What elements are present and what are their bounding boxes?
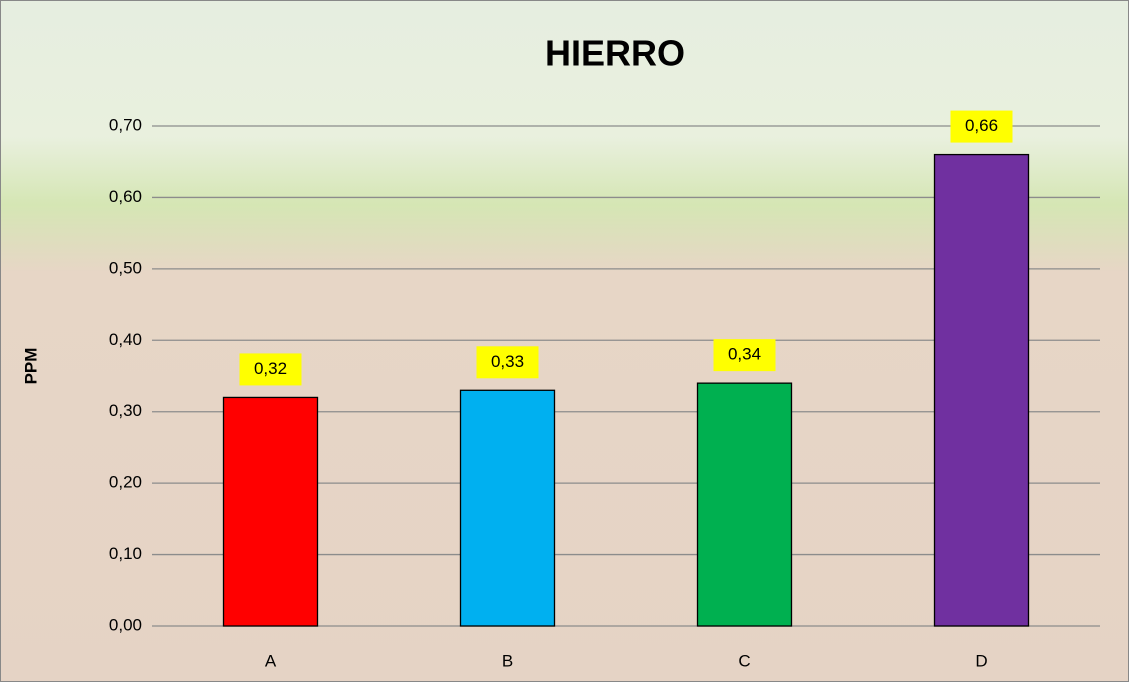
bar bbox=[698, 383, 792, 626]
data-label: 0,66 bbox=[965, 116, 998, 135]
data-label: 0,34 bbox=[728, 345, 761, 364]
y-tick-label: 0,40 bbox=[109, 330, 142, 349]
chart: HIERRO PPM 0,00 0,10 0,20 0,30 0,40 0,50 0,60 0… bbox=[0, 0, 1129, 682]
data-label: 0,33 bbox=[491, 352, 524, 371]
x-tick-label: C bbox=[738, 651, 750, 670]
y-tick-label: 0,10 bbox=[109, 544, 142, 563]
y-tick-label: 0,50 bbox=[109, 258, 142, 277]
y-tick-label: 0,70 bbox=[109, 115, 142, 134]
x-tick-label: B bbox=[502, 651, 513, 670]
y-tick-label: 0,00 bbox=[109, 615, 142, 634]
y-tick-label: 0,30 bbox=[109, 401, 142, 420]
y-tick-label: 0,60 bbox=[109, 187, 142, 206]
bar bbox=[224, 397, 318, 626]
x-tick-label: A bbox=[265, 651, 277, 670]
bar bbox=[935, 155, 1029, 626]
y-axis-label: PPM bbox=[21, 348, 40, 385]
y-tick-label: 0,20 bbox=[109, 473, 142, 492]
bar bbox=[461, 390, 555, 626]
x-tick-label: D bbox=[975, 651, 987, 670]
data-label: 0,32 bbox=[254, 359, 287, 378]
chart-title: HIERRO bbox=[545, 33, 685, 74]
page: {"chart_data": {"type": "bar", "title": … bbox=[0, 0, 1129, 682]
